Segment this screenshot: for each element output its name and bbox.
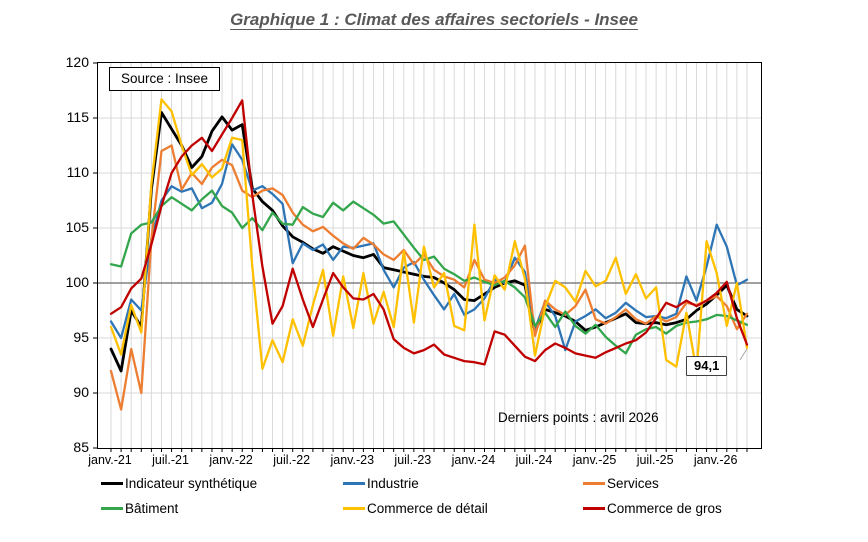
plot-area: [93, 62, 762, 452]
legend-item-indicateur-synthetique: Indicateur synthétique: [101, 475, 343, 492]
series-line-services: [109, 144, 749, 411]
y-axis-label: 90: [73, 384, 89, 400]
y-axis-label: 115: [66, 109, 89, 125]
x-axis-label: janv.-24: [451, 453, 496, 467]
last-value-callout: 94,1: [686, 356, 728, 376]
chart-title: Graphique 1 : Climat des affaires sector…: [230, 10, 638, 29]
legend-label: Services: [607, 476, 659, 491]
legend-item-commerce-de-gros: Commerce de gros: [583, 500, 766, 517]
series-swatch-icon: [343, 506, 365, 511]
legend-item-batiment: Bâtiment: [101, 500, 343, 517]
series-line-industrie: [109, 143, 749, 352]
legend-label: Bâtiment: [125, 501, 179, 516]
source-box: Source : Insee: [109, 67, 221, 91]
legend-label: Commerce de détail: [367, 501, 488, 516]
legend-item-services: Services: [583, 475, 766, 492]
legend-item-commerce-de-detail: Commerce de détail: [343, 500, 583, 517]
y-axis-label: 100: [65, 274, 89, 290]
legend-label: Commerce de gros: [607, 501, 722, 516]
x-axis-label: juil.-25: [636, 453, 674, 467]
legend-label: Indicateur synthétique: [125, 476, 258, 491]
y-axis-label: 95: [73, 329, 89, 345]
series-swatch-icon: [343, 481, 365, 486]
series-swatch-icon: [583, 481, 605, 486]
legend-item-industrie: Industrie: [343, 475, 583, 492]
x-axis-label: juil.-22: [273, 453, 311, 467]
x-axis-label: juil.-24: [515, 453, 553, 467]
source-label: Source : Insee: [121, 71, 209, 86]
plot-canvas: [93, 62, 761, 452]
y-axis-label: 105: [65, 219, 89, 235]
legend: Indicateur synthétique Industrie Service…: [101, 475, 766, 517]
x-axis-label: juil.-21: [152, 453, 189, 467]
last-points-note: Derniers points : avril 2026: [498, 410, 659, 425]
series-swatch-icon: [583, 506, 605, 511]
series-swatch-icon: [101, 506, 123, 511]
x-axis-label: janv.-21: [88, 453, 132, 467]
callout-leader-line: [739, 348, 748, 361]
y-axis-label: 120: [65, 54, 89, 70]
x-axis-label: juil.-23: [394, 453, 432, 467]
series-line-commerce_detail: [109, 98, 749, 373]
y-axis-label: 110: [66, 164, 89, 180]
series-swatch-icon: [101, 481, 123, 486]
x-axis-label: janv.-26: [693, 453, 738, 467]
legend-label: Industrie: [367, 476, 419, 491]
x-axis-label: janv.-22: [209, 453, 253, 467]
x-axis-label: janv.-23: [330, 453, 375, 467]
series-line-commerce_gros: [109, 99, 749, 366]
series-line-synthetique: [109, 111, 749, 373]
series-line-batiment: [109, 189, 749, 355]
x-axis-label: janv.-25: [572, 453, 617, 467]
y-axis-label: 85: [73, 439, 89, 455]
